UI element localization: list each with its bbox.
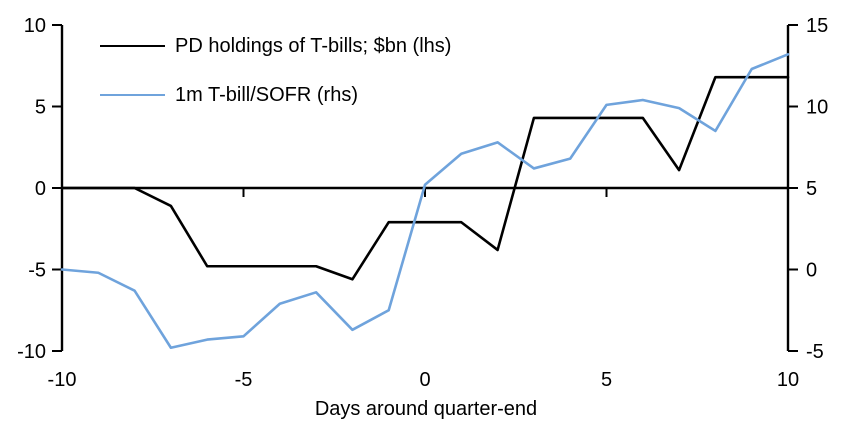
legend-label-tbill-sofr: 1m T-bill/SOFR (rhs) — [175, 84, 358, 106]
x-axis-tick-label: 5 — [601, 369, 612, 391]
legend-line-swatch-black — [100, 45, 165, 47]
x-axis-title: Days around quarter-end — [314, 398, 538, 420]
right-axis-tick-label: 15 — [806, 15, 828, 37]
legend-line-swatch-blue — [100, 94, 165, 96]
x-axis-tick-label: 0 — [419, 369, 430, 391]
right-axis-tick-label: 5 — [806, 178, 817, 200]
right-axis-tick-label: 0 — [806, 260, 817, 282]
legend-item-pd-holdings: PD holdings of T-bills; $bn (lhs) — [100, 30, 451, 62]
series-line-pd-holdings — [60, 75, 790, 281]
x-axis-tick-label: -10 — [48, 369, 77, 391]
series-line-tbill-sofr — [60, 53, 790, 350]
left-axis-tick-label: -5 — [28, 260, 46, 282]
left-axis-tick-label: 10 — [24, 15, 46, 37]
left-axis-tick-label: -10 — [17, 341, 46, 363]
x-axis-tick-label: 10 — [777, 369, 799, 391]
legend-item-tbill-sofr: 1m T-bill/SOFR (rhs) — [100, 79, 451, 111]
legend-label-pd-holdings: PD holdings of T-bills; $bn (lhs) — [175, 35, 452, 57]
left-axis-tick-label: 5 — [35, 97, 46, 119]
chart-legend: PD holdings of T-bills; $bn (lhs) 1m T-b… — [100, 30, 451, 128]
x-axis-tick-label: -5 — [235, 369, 253, 391]
right-axis-tick-label: -5 — [806, 341, 824, 363]
right-axis-tick-label: 10 — [806, 97, 828, 119]
left-axis-tick-label: 0 — [35, 178, 46, 200]
